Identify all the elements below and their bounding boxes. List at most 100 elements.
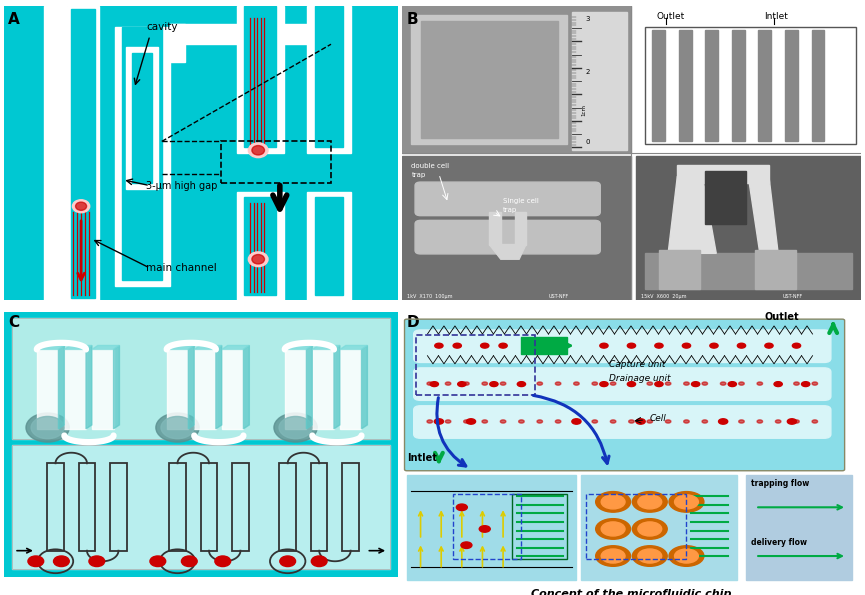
Polygon shape [306, 346, 312, 429]
Circle shape [669, 546, 704, 566]
Circle shape [481, 343, 489, 348]
Circle shape [592, 382, 598, 385]
Circle shape [482, 420, 488, 423]
Bar [221, 349, 243, 429]
Bar [123, 27, 162, 280]
Circle shape [445, 382, 451, 385]
Circle shape [252, 255, 265, 264]
Circle shape [683, 382, 689, 385]
Circle shape [675, 549, 698, 563]
Bar [79, 464, 95, 551]
Bar [12, 445, 390, 569]
Circle shape [479, 526, 490, 532]
Bar [412, 15, 567, 145]
Bar [12, 318, 390, 440]
Bar [420, 21, 558, 139]
Polygon shape [216, 346, 221, 429]
Bar [170, 464, 186, 551]
Bar [402, 156, 631, 300]
Circle shape [599, 343, 608, 348]
Polygon shape [113, 346, 119, 429]
Bar [92, 349, 113, 429]
Circle shape [573, 382, 580, 385]
Circle shape [427, 420, 432, 423]
Bar [652, 30, 665, 142]
Bar [522, 337, 567, 355]
Circle shape [280, 556, 296, 566]
Circle shape [26, 413, 69, 442]
Circle shape [629, 420, 634, 423]
Bar [110, 464, 127, 551]
Text: delivery flow: delivery flow [751, 538, 807, 547]
Polygon shape [86, 346, 92, 429]
Circle shape [430, 381, 439, 387]
Circle shape [632, 546, 667, 566]
Circle shape [453, 343, 461, 348]
Circle shape [757, 382, 763, 385]
Text: cavity: cavity [146, 21, 177, 32]
Circle shape [599, 381, 608, 387]
Bar [452, 494, 522, 559]
Circle shape [794, 420, 799, 423]
Bar [705, 171, 746, 224]
Circle shape [156, 413, 199, 442]
Bar [659, 250, 701, 289]
FancyBboxPatch shape [413, 406, 831, 439]
Circle shape [434, 419, 444, 424]
Circle shape [794, 382, 799, 385]
Bar [311, 464, 328, 551]
Text: 3: 3 [586, 15, 590, 21]
Bar [44, 6, 67, 300]
Bar [279, 464, 296, 551]
Circle shape [647, 420, 652, 423]
Bar [285, 349, 306, 429]
Text: 3-µm high gap: 3-µm high gap [146, 180, 217, 190]
Text: trapping flow: trapping flow [751, 478, 809, 488]
FancyBboxPatch shape [405, 319, 844, 471]
Bar [572, 12, 627, 151]
Circle shape [611, 382, 616, 385]
Circle shape [311, 556, 327, 566]
Circle shape [592, 420, 598, 423]
Bar [71, 9, 95, 298]
Polygon shape [243, 346, 249, 429]
Bar [232, 464, 249, 551]
FancyBboxPatch shape [413, 368, 831, 400]
Circle shape [464, 382, 469, 385]
Bar [636, 156, 861, 300]
Text: Drainage unit: Drainage unit [609, 374, 670, 383]
Circle shape [500, 382, 506, 385]
Text: 1cm: 1cm [581, 104, 586, 116]
Circle shape [252, 146, 265, 155]
Circle shape [775, 382, 781, 385]
Circle shape [601, 495, 625, 509]
Text: 15kV  X600  20µm: 15kV X600 20µm [641, 293, 686, 299]
Circle shape [517, 381, 526, 387]
Text: 1kV  X170  100µm: 1kV X170 100µm [407, 293, 452, 299]
Circle shape [596, 546, 631, 566]
Bar [746, 475, 851, 580]
Bar [245, 198, 276, 295]
Bar [12, 318, 390, 440]
Circle shape [458, 381, 466, 387]
Circle shape [490, 381, 498, 387]
Circle shape [611, 420, 616, 423]
Text: Cell: Cell [650, 414, 667, 422]
Circle shape [774, 381, 782, 387]
Circle shape [500, 420, 506, 423]
Bar [340, 349, 362, 429]
Text: trap: trap [503, 207, 517, 213]
Circle shape [601, 549, 625, 563]
Text: Outlet: Outlet [657, 12, 685, 21]
Bar [811, 30, 824, 142]
Circle shape [555, 420, 561, 423]
Polygon shape [189, 346, 195, 429]
FancyBboxPatch shape [415, 182, 600, 215]
Circle shape [573, 420, 580, 423]
Bar [221, 142, 331, 183]
Bar [755, 250, 797, 289]
Circle shape [710, 343, 718, 348]
Text: C: C [9, 315, 19, 330]
Circle shape [482, 382, 488, 385]
Circle shape [427, 382, 432, 385]
